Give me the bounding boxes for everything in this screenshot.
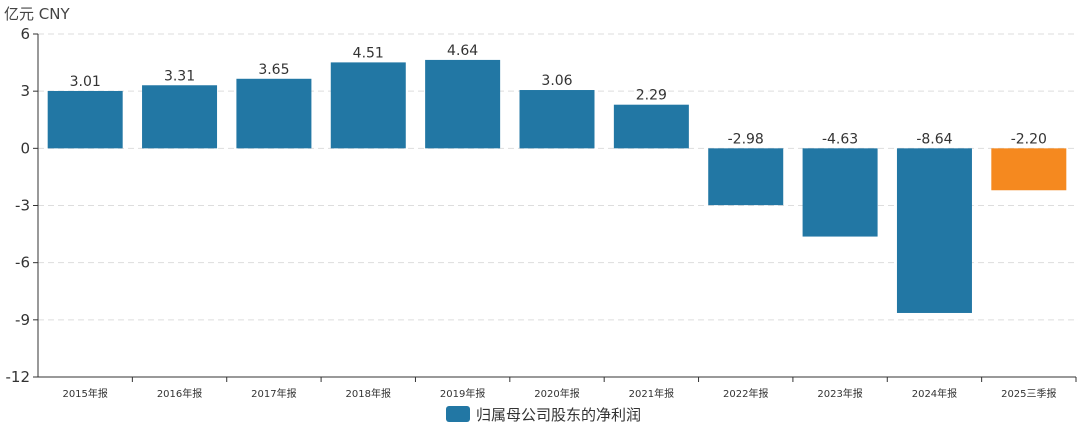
axes: 6 3 0 -3 -6 -9 -12 2015年报 2016年报 2017年报 2018年报 2019… <box>6 25 1077 400</box>
value-label: 3.31 <box>164 68 195 84</box>
value-label: 3.06 <box>541 73 572 89</box>
bar[interactable] <box>330 62 406 149</box>
y-tick-label: 0 <box>20 139 30 157</box>
value-labels: 3.01 3.31 3.65 4.51 4.64 3.06 2.29 -2.98 -4.63 -8… <box>70 43 1047 147</box>
x-tick-label: 2021年报 <box>629 387 674 400</box>
legend-label: 归属母公司股东的净利润 <box>476 405 642 424</box>
y-tick-label: -3 <box>15 197 30 215</box>
bar[interactable] <box>708 148 784 206</box>
bar[interactable] <box>802 148 878 237</box>
y-tick-label: -6 <box>15 254 30 272</box>
x-tick-label: 2022年报 <box>723 387 768 400</box>
x-tick-label: 2020年报 <box>534 387 579 400</box>
value-label: 3.65 <box>258 62 289 78</box>
legend-swatch <box>446 406 470 422</box>
value-label: 3.01 <box>70 74 101 90</box>
bars <box>47 59 1067 313</box>
y-tick-label: 6 <box>20 25 30 43</box>
value-label: -2.20 <box>1011 131 1047 147</box>
y-tick-label: -9 <box>15 311 30 329</box>
value-label: -4.63 <box>822 131 858 147</box>
y-tick-label: -12 <box>6 368 31 386</box>
bar[interactable] <box>425 59 501 149</box>
legend[interactable]: 归属母公司股东的净利润 <box>446 403 641 425</box>
bar[interactable] <box>613 104 689 149</box>
x-tick-label: 2016年报 <box>157 387 202 400</box>
x-tick-label: 2018年报 <box>346 387 391 400</box>
value-label: 4.51 <box>353 45 384 61</box>
x-tick-label: 2019年报 <box>440 387 485 400</box>
bar[interactable] <box>519 90 595 149</box>
x-tick-label: 2025三季报 <box>1001 387 1056 400</box>
x-tick-label: 2015年报 <box>62 387 107 400</box>
y-tick-label: 3 <box>20 82 30 100</box>
bar[interactable] <box>47 90 123 149</box>
bar[interactable] <box>236 78 312 149</box>
value-label: -8.64 <box>916 131 952 147</box>
value-label: 4.64 <box>447 43 478 59</box>
y-axis-unit-label: 亿元 CNY <box>4 5 70 23</box>
bar[interactable] <box>142 85 218 149</box>
x-tick-label: 2017年报 <box>251 387 296 400</box>
bar[interactable] <box>991 148 1067 191</box>
value-label: 2.29 <box>636 88 667 104</box>
value-label: -2.98 <box>728 131 764 147</box>
x-tick-label: 2023年报 <box>817 387 862 400</box>
x-tick-label: 2024年报 <box>912 387 957 400</box>
bar[interactable] <box>896 148 972 313</box>
